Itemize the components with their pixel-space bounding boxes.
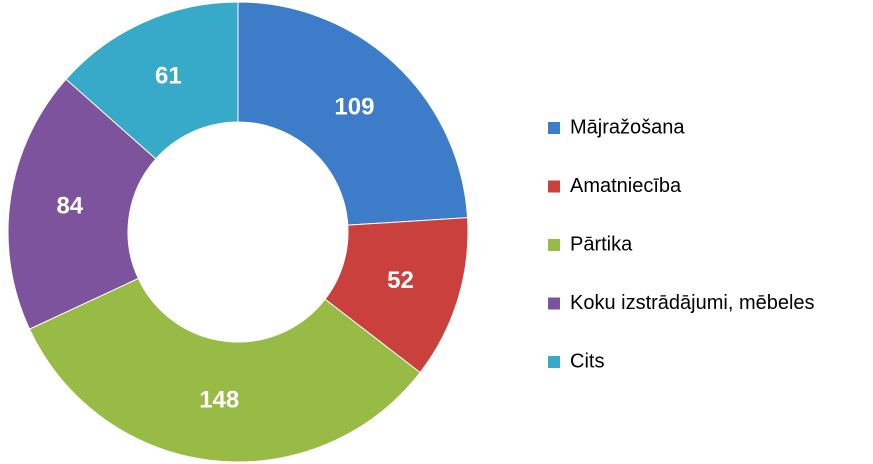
legend-label: Koku izstrādājumi, mēbeles xyxy=(570,292,815,314)
legend-swatch xyxy=(548,122,560,134)
donut-slice xyxy=(7,78,157,330)
data-label: 148 xyxy=(199,386,239,413)
legend-label: Pārtika xyxy=(570,233,633,255)
donut-slice xyxy=(237,1,469,226)
legend-swatch xyxy=(548,180,560,193)
donut-slice xyxy=(28,277,421,463)
legend-swatch xyxy=(548,239,560,251)
legend-label: Cits xyxy=(570,350,604,372)
data-label: 52 xyxy=(387,267,414,294)
data-label: 61 xyxy=(155,62,182,89)
data-label: 84 xyxy=(56,193,83,220)
legend-label: Amatniecība xyxy=(570,175,682,197)
donut-slice xyxy=(65,1,239,160)
data-label: 109 xyxy=(334,93,374,120)
legend-swatch xyxy=(548,356,560,368)
legend-swatch xyxy=(548,297,560,310)
legend-label: Mājražošana xyxy=(570,116,685,138)
